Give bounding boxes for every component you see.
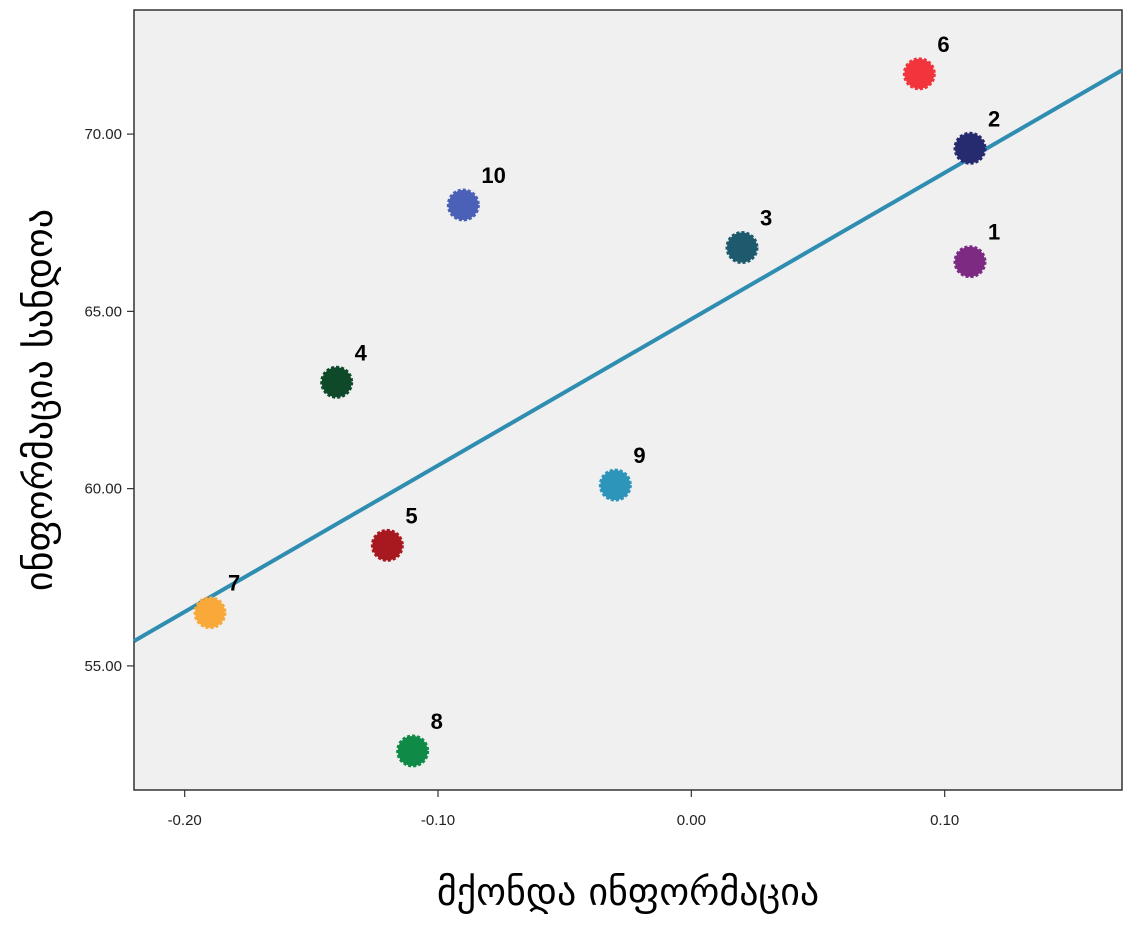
point-label: 5 — [405, 503, 417, 528]
x-axis-title: მქონდა ინფორმაცია — [437, 870, 819, 914]
data-point — [446, 188, 480, 222]
data-point — [725, 231, 759, 265]
point-label: 1 — [988, 220, 1000, 245]
point-label: 6 — [937, 32, 949, 57]
point-label: 2 — [988, 106, 1000, 131]
x-tick-label: -0.20 — [168, 812, 202, 829]
plot-area — [133, 9, 1123, 791]
regression-line — [132, 68, 1124, 643]
point-label: 10 — [481, 163, 505, 188]
data-point — [598, 468, 632, 502]
data-point — [396, 734, 430, 768]
data-point — [320, 365, 354, 399]
data-points: 1 2 3 4 5 6 7 8 9 10 — [193, 32, 1000, 768]
y-axis: 55.00 60.00 65.00 70.00 — [84, 126, 134, 675]
x-tick-label: 0.00 — [677, 812, 706, 829]
y-tick-label: 70.00 — [84, 126, 122, 143]
point-label: 7 — [228, 571, 240, 596]
data-point — [953, 131, 987, 165]
point-label: 4 — [355, 340, 368, 365]
y-tick-label: 60.00 — [84, 481, 122, 498]
x-tick-label: -0.10 — [421, 812, 455, 829]
x-tick-label: 0.10 — [930, 812, 959, 829]
y-tick-label: 55.00 — [84, 658, 122, 675]
x-axis: -0.20 -0.10 0.00 0.10 — [168, 790, 959, 829]
y-axis-title: ინფორმაცია სანდოა — [17, 209, 61, 591]
point-label: 9 — [633, 443, 645, 468]
data-point — [902, 57, 936, 91]
point-label: 8 — [431, 709, 443, 734]
data-point — [193, 596, 227, 630]
y-tick-label: 65.00 — [84, 303, 122, 320]
data-point — [953, 245, 987, 279]
data-point — [370, 528, 404, 562]
point-label: 3 — [760, 206, 772, 231]
